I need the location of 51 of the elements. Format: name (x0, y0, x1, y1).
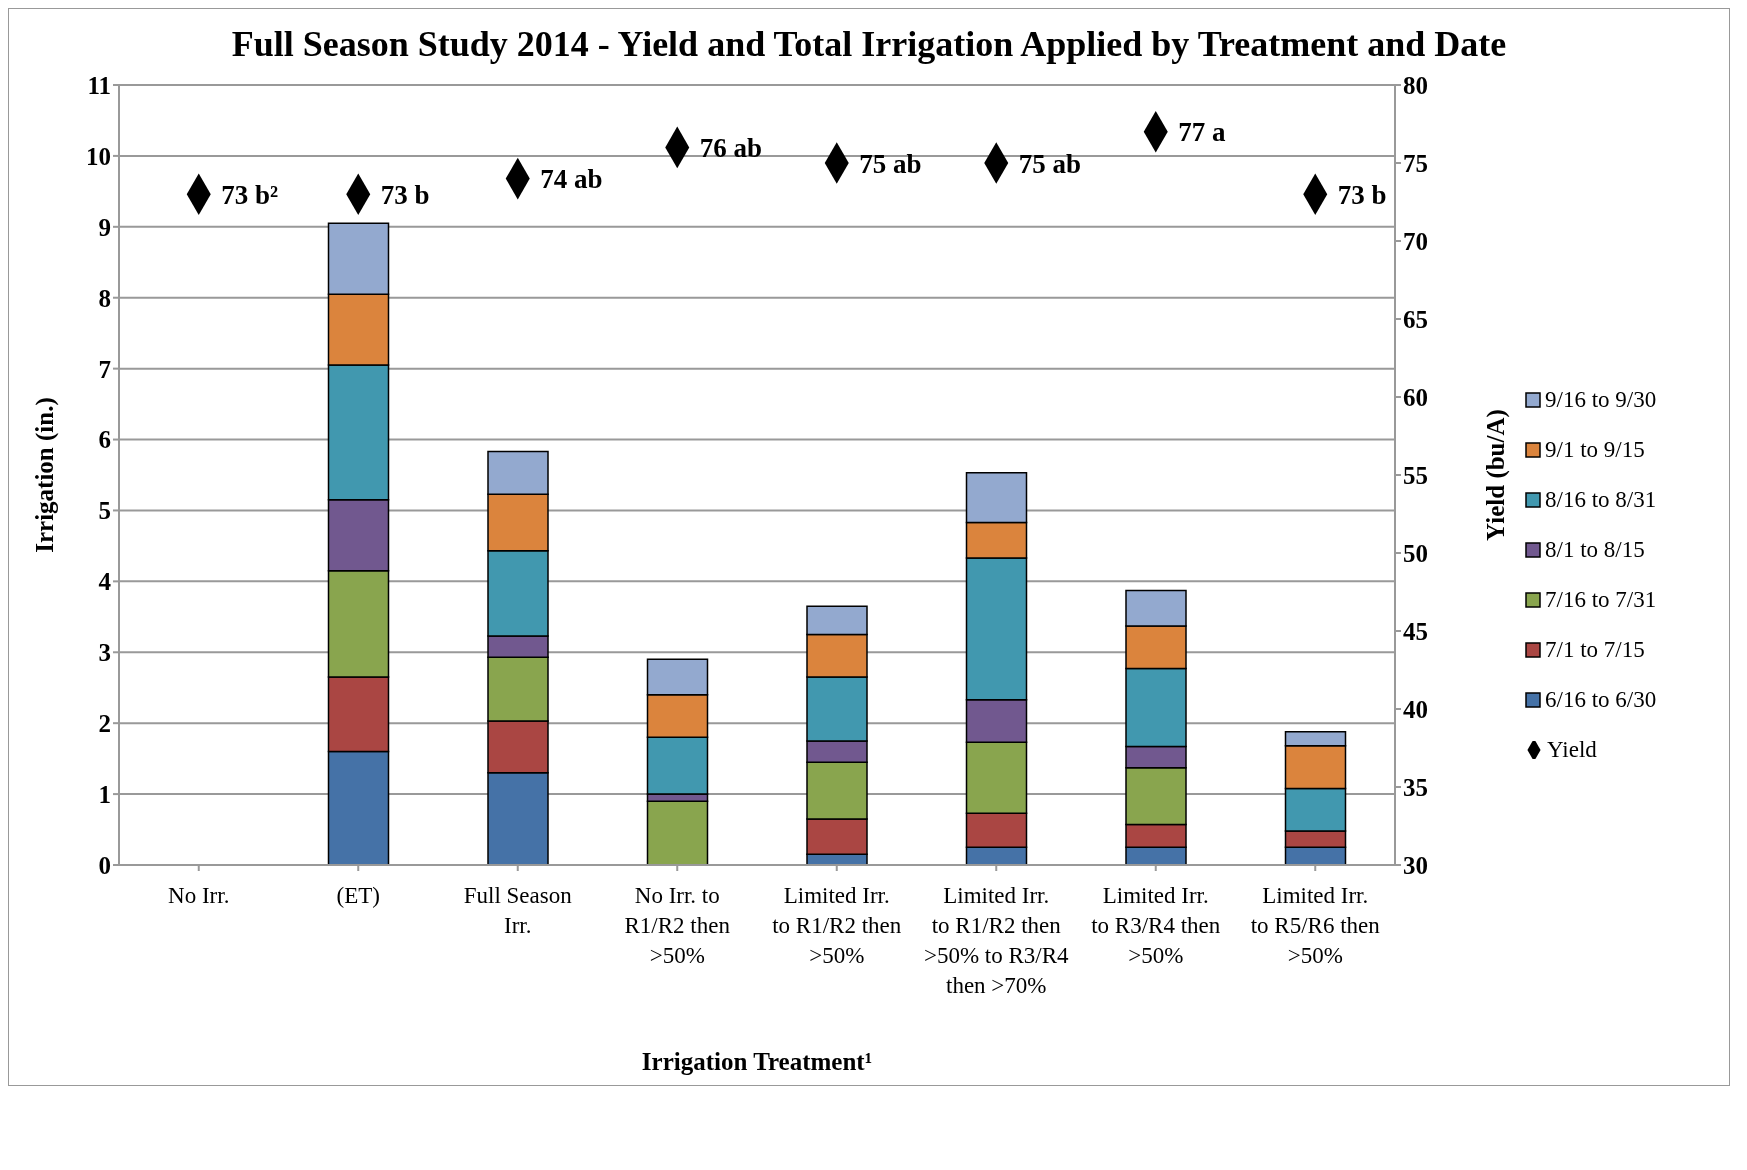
data-label: 76 ab (699, 132, 763, 163)
y2-tick-label: 65 (1403, 305, 1428, 333)
x-tick-label: Limited Irr. to R1/R2 then >50% (772, 883, 902, 968)
y2-tick-label: 70 (1403, 227, 1428, 255)
y2-tick-label: 80 (1403, 71, 1428, 99)
y2-tick-label: 75 (1403, 149, 1428, 177)
chart-title: Full Season Study 2014 - Yield and Total Irrigation Applied by Treatment and Date (230, 23, 1508, 65)
y-tick-label: 7 (98, 355, 111, 383)
x-tick-label: Limited Irr. to R1/R2 then >50% to R3/R4 then >70% (923, 883, 1070, 998)
legend-label: 8/1 to 8/15 (1545, 537, 1645, 563)
x-tick-label: Limited Irr. to R5/R6 then >50% (1250, 883, 1381, 968)
y2-axis-title: Yield (bu/A) (1481, 409, 1510, 541)
y-tick-label: 2 (98, 710, 111, 738)
y2-tick-label: 35 (1403, 773, 1428, 801)
legend-label: 6/16 to 6/30 (1545, 687, 1657, 713)
y-tick-label: 5 (98, 497, 111, 525)
x-tick-label: (ET) (336, 883, 380, 908)
y2-tick-label: 45 (1403, 617, 1428, 645)
x-axis-title: Irrigation Treatment¹ (641, 1048, 873, 1075)
data-label: 73 b (1337, 179, 1387, 210)
legend-label: 9/1 to 9/15 (1545, 437, 1645, 463)
data-label: 74 ab (540, 164, 603, 195)
y-axis-title: Irrigation (in.) (30, 397, 59, 553)
data-label: 73 b (380, 179, 430, 210)
legend-label: 9/16 to 9/30 (1545, 387, 1657, 413)
legend-label: Yield (1547, 737, 1597, 763)
y-tick-label: 10 (86, 142, 111, 170)
data-label: 75 ab (859, 148, 922, 179)
y2-tick-label: 55 (1403, 461, 1428, 489)
y2-tick-label: 40 (1403, 695, 1428, 723)
y2-tick-label: 30 (1403, 851, 1428, 879)
y-tick-label: 8 (98, 284, 111, 312)
y2-tick-label: 50 (1403, 539, 1428, 567)
legend-label: 7/1 to 7/15 (1545, 637, 1645, 663)
data-label: 77 a (1178, 117, 1227, 148)
y-tick-label: 11 (87, 71, 111, 99)
y-tick-label: 1 (98, 780, 111, 808)
y-tick-label: 6 (98, 426, 111, 454)
data-label: 75 ab (1018, 148, 1082, 179)
data-label: 73 b² (221, 179, 279, 210)
x-tick-label: Full Season Irr. (463, 883, 573, 938)
legend-label: 7/16 to 7/31 (1545, 587, 1657, 613)
x-tick-label: No Irr. to R1/R2 then >50% (624, 883, 731, 968)
y2-tick-label: 60 (1403, 383, 1428, 411)
x-tick-label: No Irr. (168, 883, 230, 908)
y-tick-label: 3 (98, 639, 111, 667)
y-tick-label: 4 (98, 568, 112, 596)
legend-label: 8/16 to 8/31 (1545, 487, 1657, 513)
x-tick-label: Limited Irr. to R3/R4 then >50% (1091, 883, 1221, 968)
y-tick-label: 0 (98, 851, 111, 879)
y-tick-label: 9 (98, 213, 111, 241)
